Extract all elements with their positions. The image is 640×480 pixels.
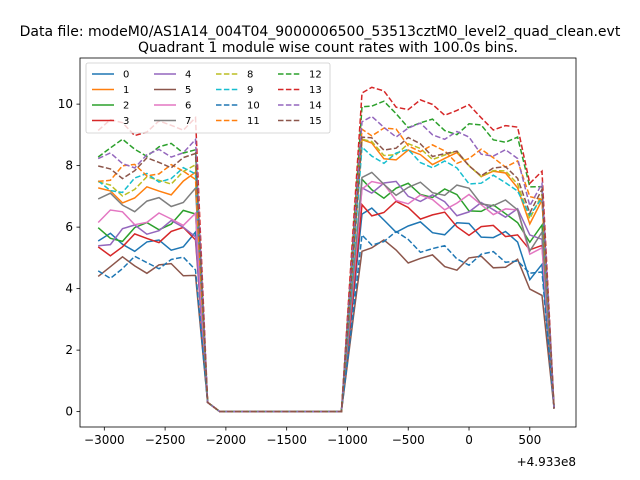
legend-label-9: 9 <box>247 85 253 96</box>
y-tick-label: 2 <box>65 343 73 357</box>
x-tick-label: −2500 <box>145 433 186 447</box>
figure-suptitle: Data file: modeM0/AS1A14_004T04_90000065… <box>20 24 621 40</box>
legend-label-14: 14 <box>309 101 322 112</box>
legend-label-11: 11 <box>247 116 260 127</box>
x-tick-label: −500 <box>392 433 425 447</box>
x-tick-label: −2000 <box>206 433 247 447</box>
series-line-14 <box>97 115 555 413</box>
series-line-11 <box>98 127 555 413</box>
axes-frame <box>79 57 577 428</box>
legend-label-6: 6 <box>185 101 191 112</box>
series-line-8 <box>97 138 555 413</box>
y-tick-label: 8 <box>65 159 73 173</box>
legend-label-10: 10 <box>247 101 260 112</box>
legend-label-7: 7 <box>185 116 191 127</box>
y-tick-label: 0 <box>65 405 73 419</box>
legend-label-15: 15 <box>309 116 322 127</box>
series-line-15 <box>98 136 555 413</box>
legend-label-0: 0 <box>123 70 129 81</box>
series-layer <box>97 86 555 413</box>
series-line-12 <box>97 100 555 413</box>
x-tick-label: 500 <box>518 433 541 447</box>
legend-label-2: 2 <box>123 101 129 112</box>
x-tick-label: −1500 <box>266 433 307 447</box>
legend-label-1: 1 <box>123 85 129 96</box>
series-line-0 <box>97 207 555 413</box>
legend-box <box>85 62 331 134</box>
legend-label-3: 3 <box>123 116 129 127</box>
x-tick-label: 0 <box>465 433 473 447</box>
series-line-13 <box>97 86 555 413</box>
legend-label-12: 12 <box>309 70 322 81</box>
series-line-10 <box>97 230 555 413</box>
series-line-5 <box>97 238 555 413</box>
legend-label-13: 13 <box>309 85 322 96</box>
y-tick-label: 10 <box>58 97 73 111</box>
series-line-2 <box>97 177 555 413</box>
series-line-3 <box>97 200 555 413</box>
series-line-6 <box>97 180 555 413</box>
y-tick-label: 4 <box>65 282 73 296</box>
x-tick-label: −3000 <box>84 433 125 447</box>
x-tick-label: −1000 <box>327 433 368 447</box>
y-tick-label: 6 <box>65 220 73 234</box>
x-offset-label: +4.933e8 <box>517 455 576 469</box>
legend-label-5: 5 <box>185 85 191 96</box>
series-line-9 <box>97 145 555 413</box>
legend-label-8: 8 <box>247 70 253 81</box>
chart-title: Quadrant 1 module wise count rates with … <box>138 40 518 56</box>
legend-label-4: 4 <box>185 70 191 81</box>
